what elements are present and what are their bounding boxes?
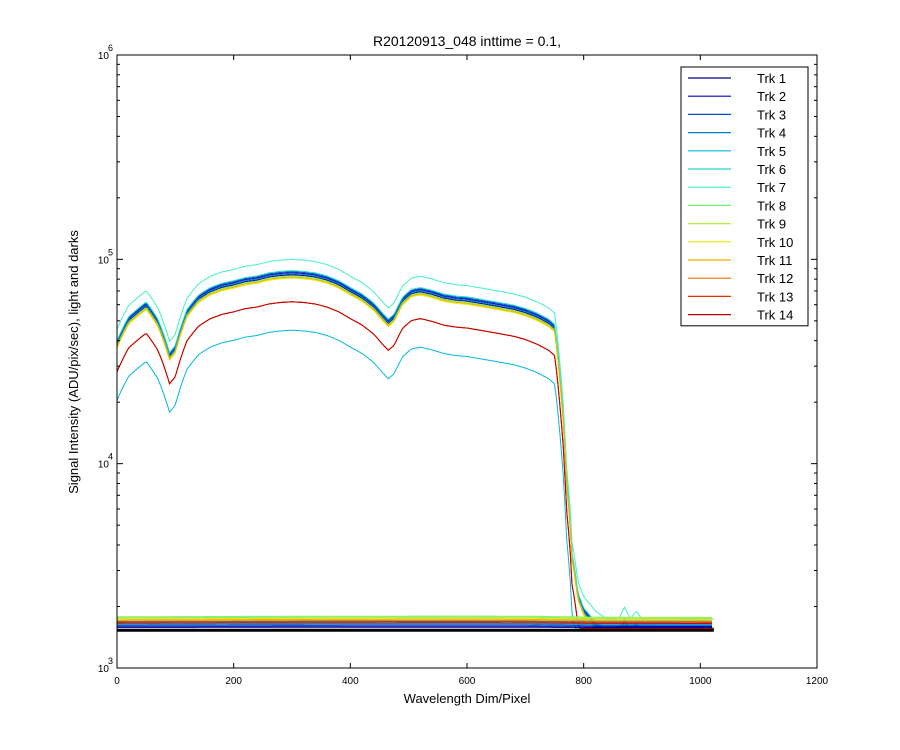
legend: Trk 1 Trk 2 Trk 3 Trk 4 Trk 5 Trk 6 Trk 7 Trk 8… — [680, 66, 809, 327]
x-tick-label: 1000 — [689, 676, 712, 687]
series-line-dark — [117, 624, 712, 626]
legend-label: Trk 14 — [757, 308, 793, 323]
series-line-dark — [117, 616, 712, 619]
chart-title: R20120913_048 inttime = 0.1, — [373, 33, 561, 49]
y-tick-label-exponent: 4 — [108, 452, 113, 462]
legend-label: Trk 11 — [757, 253, 792, 268]
y-tick-label-base: 10 — [98, 51, 110, 62]
series-line-dark — [117, 617, 712, 620]
y-tick-label-base: 10 — [98, 255, 110, 266]
y-tick-label-base: 10 — [98, 460, 110, 471]
x-tick-label: 400 — [342, 676, 359, 687]
legend-label: Trk 10 — [757, 235, 793, 250]
legend-label: Trk 6 — [757, 162, 786, 177]
legend-label: Trk 5 — [757, 144, 786, 159]
legend-label: Trk 12 — [757, 271, 793, 286]
legend-box — [680, 66, 809, 327]
y-tick-label-exponent: 3 — [108, 656, 113, 666]
chart-marks — [116, 258, 714, 632]
legend-label: Trk 7 — [757, 180, 786, 195]
legend-label: Trk 1 — [757, 71, 786, 86]
legend-label: Trk 13 — [757, 289, 793, 304]
series-line-dark — [117, 621, 712, 623]
y-axis-label: Signal Intensity (ADU/pix/sec), light an… — [66, 230, 81, 494]
x-axis-label: Wavelength Dim/Pixel — [404, 691, 531, 706]
legend-label: Trk 9 — [757, 217, 786, 232]
x-tick-label: 800 — [575, 676, 592, 687]
x-tick-label: 200 — [225, 676, 242, 687]
x-tick-label: 0 — [114, 676, 120, 687]
y-tick-label-base: 10 — [98, 664, 110, 675]
x-tick-label: 1200 — [806, 676, 829, 687]
series-line-dark — [117, 618, 712, 621]
legend-label: Trk 8 — [757, 198, 786, 213]
legend-label: Trk 4 — [757, 126, 786, 141]
legend-label: Trk 3 — [757, 107, 786, 122]
y-tick-label-exponent: 6 — [108, 43, 113, 53]
series-line-dark — [117, 622, 712, 624]
x-tick-label: 600 — [459, 676, 476, 687]
y-tick-label-exponent: 5 — [108, 247, 113, 257]
legend-label: Trk 2 — [757, 89, 786, 104]
